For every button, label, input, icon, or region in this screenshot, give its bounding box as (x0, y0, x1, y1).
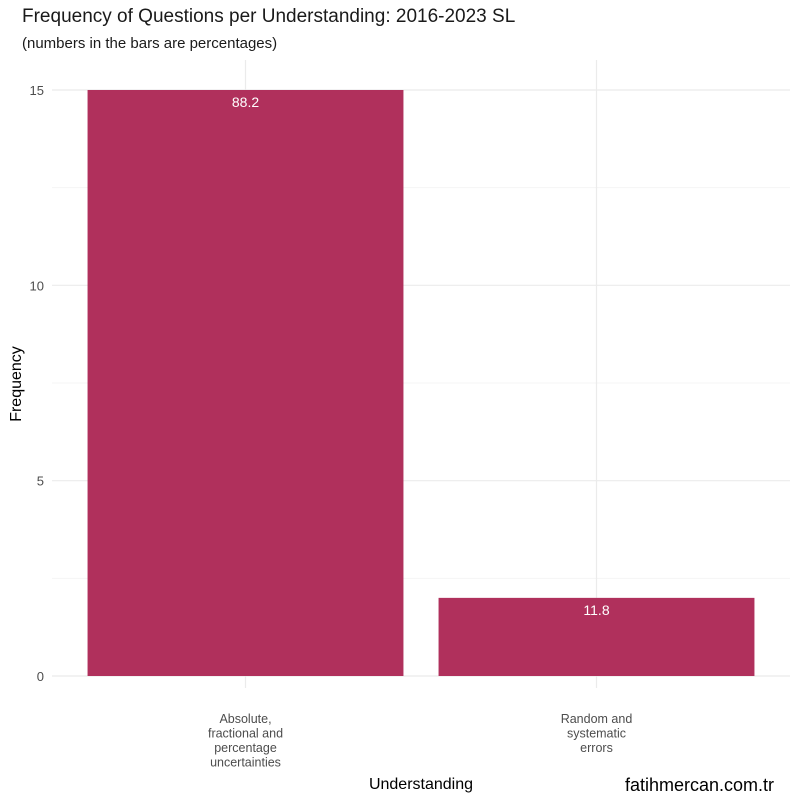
bar (87, 89, 404, 677)
y-tick-label: 10 (30, 278, 44, 293)
chart-subtitle: (numbers in the bars are percentages) (22, 35, 278, 52)
y-axis-title: Frequency (8, 346, 25, 422)
y-tick-label: 0 (37, 669, 44, 684)
bar (438, 597, 755, 676)
y-tick-label: 15 (30, 83, 44, 98)
x-axis-title: Understanding (369, 776, 473, 793)
bar-value-label: 11.8 (583, 602, 609, 618)
watermark: fatihmercan.com.tr (624, 775, 774, 795)
y-tick-label: 5 (37, 474, 44, 489)
x-tick-label: Absolute, fractional and percentage uncerta… (208, 712, 283, 770)
bar-value-label: 88.2 (232, 94, 259, 110)
chart-title: Frequency of Questions per Understanding… (22, 6, 516, 27)
x-tick-label: Random and systematic errors (561, 712, 633, 755)
